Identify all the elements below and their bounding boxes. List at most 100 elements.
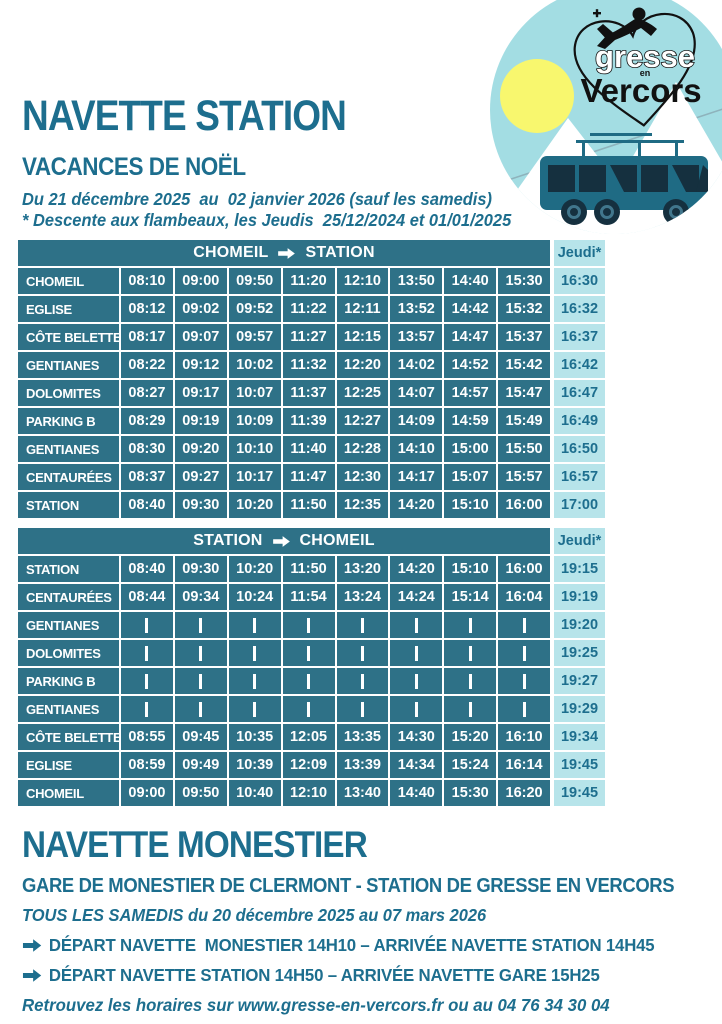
time-cell: 14:52	[444, 352, 497, 378]
time-cell: 11:54	[282, 584, 335, 610]
time-cell	[336, 640, 389, 666]
time-cell	[282, 640, 335, 666]
time-cell: 15:37	[498, 324, 550, 350]
page-subtitle: VACANCES DE NOËL	[22, 153, 246, 181]
gresse-vercors-logo: gresse en Vercors	[553, 2, 717, 138]
thursday-time-cell: 19:45	[554, 752, 605, 778]
time-cell: 12:28	[336, 436, 389, 462]
table-row: PARKING B 19:27	[18, 668, 605, 694]
time-cell: 10:10	[228, 436, 281, 462]
time-cell	[498, 696, 550, 722]
table-row: CHOMEIL 09:00 09:50 10:40 12:10 13:40 14:40 15:…	[18, 780, 605, 806]
thursday-time-cell: 19:29	[554, 696, 605, 722]
stop-name-cell: CENTAURÉES	[18, 584, 119, 610]
table-row: CENTAURÉES 08:37 09:27 10:17 11:47 12:30 14:17…	[18, 464, 605, 490]
time-cell: 13:24	[336, 584, 389, 610]
time-cell: 10:17	[228, 464, 281, 490]
stop-name-cell: GENTIANES	[18, 696, 119, 722]
stop-name-cell: CHOMEIL	[18, 268, 119, 294]
time-cell	[174, 640, 227, 666]
through-service-bar	[199, 617, 203, 633]
page-title: NAVETTE STATION	[22, 92, 347, 140]
time-cell: 09:49	[174, 752, 227, 778]
departure-line: DÉPART NAVETTE STATION 14H50 – ARRIVÉE N…	[22, 965, 718, 986]
time-cell: 12:11	[336, 296, 389, 322]
stop-name-cell: STATION	[18, 556, 119, 582]
stop-name-cell: EGLISE	[18, 296, 119, 322]
time-cell: 16:20	[498, 780, 550, 806]
through-service-bar	[414, 701, 418, 717]
time-cell: 09:50	[174, 780, 227, 806]
time-cell	[336, 668, 389, 694]
time-cell: 14:10	[390, 436, 443, 462]
time-cell	[121, 696, 173, 722]
time-cell: 10:02	[228, 352, 281, 378]
time-cell: 15:30	[498, 268, 550, 294]
time-cell: 15:49	[498, 408, 550, 434]
time-cell: 16:00	[498, 492, 550, 518]
time-cell: 10:40	[228, 780, 281, 806]
time-cell: 10:09	[228, 408, 281, 434]
time-cell: 14:20	[390, 492, 443, 518]
time-cell: 11:32	[282, 352, 335, 378]
through-service-bar	[468, 645, 472, 661]
thursday-time-cell: 16:32	[554, 296, 605, 322]
time-cell: 11:47	[282, 464, 335, 490]
contact-line: Retrouvez les horaires sur www.gresse-en…	[22, 995, 610, 1015]
time-cell: 15:10	[444, 556, 497, 582]
thursday-time-cell: 16:47	[554, 380, 605, 406]
time-cell: 08:40	[121, 556, 173, 582]
through-service-bar	[199, 673, 203, 689]
time-cell: 08:40	[121, 492, 173, 518]
thursday-time-cell: 19:19	[554, 584, 605, 610]
through-service-bar	[468, 701, 472, 717]
through-service-bar	[360, 701, 364, 717]
header: NAVETTE STATION VACANCES DE NOËL Du 21 d…	[22, 92, 542, 230]
time-cell: 14:02	[390, 352, 443, 378]
time-cell: 10:35	[228, 724, 281, 750]
time-cell: 11:20	[282, 268, 335, 294]
time-cell: 10:24	[228, 584, 281, 610]
route-to: CHOMEIL	[299, 532, 375, 549]
through-service-bar	[199, 645, 203, 661]
time-cell: 11:39	[282, 408, 335, 434]
time-cell: 15:50	[498, 436, 550, 462]
stop-name-cell: CENTAURÉES	[18, 464, 119, 490]
through-service-bar	[307, 673, 311, 689]
table-row: STATION 08:40 09:30 10:20 11:50 12:35 14:20 15:…	[18, 492, 605, 518]
time-cell: 10:39	[228, 752, 281, 778]
time-cell: 09:30	[174, 492, 227, 518]
time-cell	[336, 612, 389, 638]
bus-icon	[540, 133, 708, 225]
time-cell: 15:42	[498, 352, 550, 378]
table-row: GENTIANES 19:29	[18, 696, 605, 722]
route-title: CHOMEIL STATION	[18, 240, 550, 266]
sitting-figure-icon	[593, 7, 657, 49]
time-cell: 15:14	[444, 584, 497, 610]
time-cell	[498, 668, 550, 694]
thursday-column-header: Jeudi*	[554, 528, 605, 554]
time-cell: 11:40	[282, 436, 335, 462]
stop-name-cell: CÔTE BELETTE	[18, 724, 122, 750]
through-service-bar	[522, 617, 526, 633]
time-cell: 15:32	[498, 296, 550, 322]
time-cell: 08:30	[121, 436, 173, 462]
table-row: GENTIANES 19:20	[18, 612, 605, 638]
time-cell: 09:34	[174, 584, 227, 610]
stop-name-cell: PARKING B	[18, 408, 119, 434]
time-cell: 09:19	[174, 408, 227, 434]
time-cell	[390, 612, 443, 638]
time-cell: 11:22	[282, 296, 335, 322]
time-cell	[228, 640, 281, 666]
time-cell: 12:20	[336, 352, 389, 378]
table-row: EGLISE 08:59 09:49 10:39 12:09 13:39 14:34 15:2…	[18, 752, 605, 778]
through-service-bar	[468, 673, 472, 689]
through-service-bar	[199, 701, 203, 717]
time-cell	[228, 668, 281, 694]
time-cell	[390, 696, 443, 722]
time-cell	[174, 696, 227, 722]
time-cell: 14:42	[444, 296, 497, 322]
time-cell: 15:47	[498, 380, 550, 406]
table-row: DOLOMITES 19:25	[18, 640, 605, 666]
